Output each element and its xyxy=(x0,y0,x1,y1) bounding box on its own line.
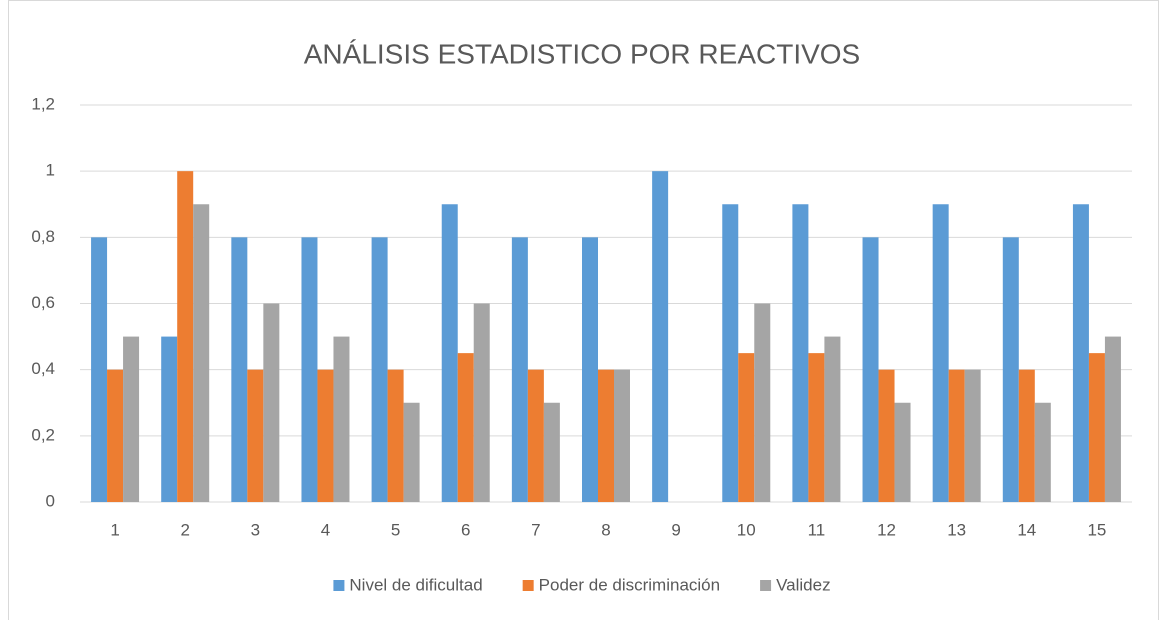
x-tick-label: 7 xyxy=(531,520,540,539)
x-tick-label: 8 xyxy=(601,520,610,539)
y-tick-label: 1,2 xyxy=(31,94,55,113)
x-tick-label: 3 xyxy=(251,520,260,539)
bar xyxy=(964,369,981,502)
bar xyxy=(824,336,841,502)
bar xyxy=(527,369,544,502)
bar xyxy=(614,369,630,502)
bar xyxy=(177,171,194,502)
x-tick-label: 9 xyxy=(671,520,680,539)
bar xyxy=(511,237,528,503)
x-tick-label: 1 xyxy=(110,520,119,539)
bar xyxy=(91,237,108,503)
bar xyxy=(317,369,334,502)
legend-label: Nivel de dificultad xyxy=(349,575,482,594)
bar xyxy=(1034,402,1051,502)
bar xyxy=(247,369,264,502)
bar xyxy=(948,369,965,502)
chart-title: ANÁLISIS ESTADISTICO POR REACTIVOS xyxy=(304,38,861,69)
bar xyxy=(1072,204,1089,502)
bar xyxy=(403,402,420,502)
bar xyxy=(543,402,560,502)
x-tick-label: 2 xyxy=(180,520,189,539)
legend-label: Validez xyxy=(776,575,831,594)
x-tick-label: 5 xyxy=(391,520,400,539)
y-tick-label: 0,4 xyxy=(31,359,55,378)
bar xyxy=(598,369,614,502)
legend-swatch xyxy=(333,580,345,591)
y-tick-label: 1 xyxy=(46,161,55,180)
x-tick-label: 6 xyxy=(461,520,470,539)
bar xyxy=(1018,369,1035,502)
bar xyxy=(333,336,350,502)
bar xyxy=(161,336,178,502)
bar xyxy=(387,369,404,502)
x-tick-label: 13 xyxy=(947,520,966,539)
legend-label: Poder de discriminación xyxy=(539,575,720,594)
legend-swatch xyxy=(760,580,772,591)
bar xyxy=(878,369,895,502)
y-tick-label: 0 xyxy=(46,491,55,510)
bar xyxy=(722,204,739,502)
bar xyxy=(582,237,598,503)
x-tick-label: 10 xyxy=(737,520,756,539)
bar xyxy=(371,237,388,503)
bar xyxy=(1104,336,1121,502)
bar xyxy=(1088,353,1105,502)
y-tick-label: 0,2 xyxy=(31,425,55,444)
bar xyxy=(808,353,825,502)
y-tick-label: 0,6 xyxy=(31,293,55,312)
bar xyxy=(107,369,124,502)
y-tick-label: 0,8 xyxy=(31,227,55,246)
x-tick-label: 15 xyxy=(1087,520,1106,539)
bar xyxy=(473,303,490,502)
bar xyxy=(231,237,248,503)
bar xyxy=(652,171,669,502)
bar xyxy=(862,237,879,503)
bar xyxy=(263,303,280,502)
bar xyxy=(193,204,210,502)
bar xyxy=(738,353,755,502)
bar xyxy=(301,237,318,503)
bar xyxy=(932,204,949,502)
x-tick-label: 12 xyxy=(877,520,896,539)
x-tick-label: 4 xyxy=(321,520,330,539)
bar xyxy=(754,303,771,502)
legend-swatch xyxy=(522,580,534,591)
x-tick-label: 11 xyxy=(808,520,826,539)
x-tick-label: 14 xyxy=(1017,520,1036,539)
bar xyxy=(123,336,140,502)
bar xyxy=(441,204,458,502)
bar xyxy=(457,353,474,502)
bar xyxy=(792,204,809,502)
bar xyxy=(894,402,911,502)
bar xyxy=(1002,237,1019,503)
